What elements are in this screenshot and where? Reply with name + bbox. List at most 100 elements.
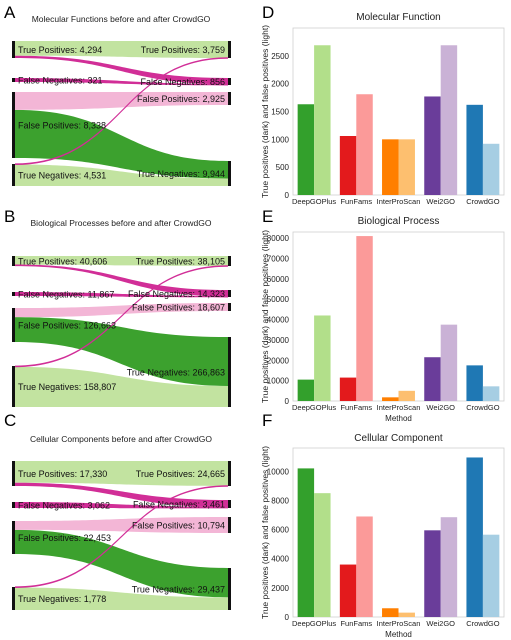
x-tick-label: DeepGOPlus bbox=[292, 403, 336, 412]
y-tick-label: 20000 bbox=[267, 356, 290, 365]
y-tick-label: 2500 bbox=[271, 52, 289, 61]
sankey-flow-fp bbox=[15, 303, 228, 318]
y-tick-label: 1000 bbox=[271, 135, 289, 144]
sankey-left-label: True Positives: 4,294 bbox=[18, 45, 102, 55]
x-tick-label: DeepGOPlus bbox=[292, 619, 336, 628]
sankey-left-node bbox=[12, 78, 15, 82]
bar bbox=[314, 493, 331, 617]
bar bbox=[382, 139, 399, 195]
sankey-flow-tn bbox=[15, 529, 228, 598]
sankey-right-node bbox=[228, 41, 231, 58]
sankey-right-node bbox=[228, 461, 231, 486]
sankey-left-node bbox=[12, 292, 15, 296]
bar bbox=[440, 324, 458, 401]
sankey-left-label: False Positives: 126,663 bbox=[18, 321, 116, 331]
sankey-flow-fn bbox=[15, 78, 228, 86]
bar bbox=[339, 564, 357, 617]
sankey-right-node bbox=[228, 568, 231, 610]
sankey-right-label: True Positives: 3,759 bbox=[141, 45, 225, 55]
bar bbox=[356, 236, 373, 401]
sankey-right-node bbox=[228, 161, 231, 186]
panel-letter-a: A bbox=[4, 3, 16, 22]
y-tick-label: 60000 bbox=[267, 275, 290, 284]
sankey-flow-fn bbox=[15, 292, 228, 298]
y-axis-label: True positives (dark) and false positive… bbox=[260, 446, 270, 619]
bar-panel-biological-process: Biological Process 0 10000 20000 30000 40000 5… bbox=[260, 216, 505, 423]
sankey-left-node bbox=[12, 587, 15, 610]
sankey-left-node bbox=[12, 366, 15, 407]
bar bbox=[314, 45, 331, 195]
x-tick-label: Wei2GO bbox=[426, 197, 455, 206]
sankey-right-label: False Negatives: 856 bbox=[140, 77, 225, 87]
sankey-title: Molecular Functions before and after Cro… bbox=[32, 14, 211, 24]
x-tick-label: InterProScan bbox=[377, 403, 421, 412]
sankey-left-label: True Negatives: 4,531 bbox=[18, 171, 106, 181]
bar bbox=[482, 386, 500, 401]
panel-letter-f: F bbox=[262, 411, 272, 430]
y-tick-label: 0 bbox=[285, 397, 290, 406]
bar bbox=[314, 315, 331, 401]
bar bbox=[297, 104, 315, 195]
y-tick-label: 2000 bbox=[271, 80, 289, 89]
sankey-flow-fn bbox=[15, 264, 228, 297]
bar-panel-molecular-function: Molecular Function 0 500 1000 1500 2000 2500 De… bbox=[260, 12, 505, 206]
y-tick-label: 50000 bbox=[267, 295, 290, 304]
panel-letters: A B C D E F bbox=[4, 3, 274, 430]
sankey-right-label: True Positives: 24,665 bbox=[136, 469, 225, 479]
sankey-left-label: False Negatives: 321 bbox=[18, 76, 103, 86]
x-tick-label: FunFams bbox=[340, 197, 372, 206]
y-tick-label: 40000 bbox=[267, 316, 290, 325]
panel-letter-b: B bbox=[4, 207, 15, 226]
x-axis-label: Method bbox=[385, 630, 412, 639]
chart-title: Biological Process bbox=[358, 216, 440, 227]
sankey-left-node bbox=[12, 461, 15, 486]
sankey-flow-fp bbox=[15, 92, 228, 110]
sankey-flows bbox=[15, 256, 228, 407]
sankey-right-label: False Negatives: 14,323 bbox=[128, 289, 225, 299]
sankey-panel-biological-processes: Biological Processes before and after Cr… bbox=[12, 218, 231, 407]
bar bbox=[440, 517, 458, 617]
bar bbox=[297, 379, 315, 401]
bar bbox=[482, 534, 500, 617]
y-tick-label: 0 bbox=[285, 613, 290, 622]
sankey-flow-fn bbox=[15, 482, 228, 508]
y-tick-label: 10000 bbox=[267, 467, 290, 476]
x-tick-label: FunFams bbox=[340, 619, 372, 628]
sankey-left-node bbox=[12, 92, 15, 158]
y-tick-label: 500 bbox=[276, 163, 290, 172]
sankey-flow-fn bbox=[15, 485, 228, 589]
sankey-right-label: False Positives: 10,794 bbox=[132, 521, 225, 531]
sankey-right-label: False Positives: 2,925 bbox=[137, 94, 225, 104]
bar bbox=[339, 377, 357, 401]
x-tick-label: Wei2GO bbox=[426, 619, 455, 628]
sankey-flow-fn bbox=[15, 502, 228, 509]
sankey-left-node bbox=[12, 164, 15, 186]
sankey-right-node bbox=[228, 78, 231, 85]
panel-letter-d: D bbox=[262, 3, 274, 22]
sankey-left-label: True Negatives: 1,778 bbox=[18, 594, 106, 604]
bar bbox=[398, 612, 415, 617]
bar bbox=[440, 45, 458, 195]
sankey-flow-tp bbox=[15, 461, 228, 486]
bar bbox=[466, 104, 483, 195]
sankey-panel-cellular-components: Cellular Components before and after Cro… bbox=[12, 434, 231, 610]
sankey-right-label: False Positives: 18,607 bbox=[132, 303, 225, 313]
sankey-left-node bbox=[12, 256, 15, 266]
sankey-left-node bbox=[12, 308, 15, 342]
sankey-right-label: True Negatives: 266,863 bbox=[127, 368, 225, 378]
sankey-right-label: False Negatives: 3,461 bbox=[133, 500, 225, 510]
panel-letter-c: C bbox=[4, 411, 16, 430]
x-tick-label: CrowdGO bbox=[466, 619, 500, 628]
y-tick-label: 1500 bbox=[271, 108, 289, 117]
x-tick-label: CrowdGO bbox=[466, 403, 500, 412]
sankey-left-node bbox=[12, 502, 15, 508]
sankey-right-node bbox=[228, 303, 231, 311]
panel-letter-e: E bbox=[262, 207, 273, 226]
sankey-left-label: True Negatives: 158,807 bbox=[18, 382, 116, 392]
sankey-flow-tp bbox=[15, 256, 228, 266]
bar bbox=[382, 397, 399, 401]
sankey-right-label: True Positives: 38,105 bbox=[136, 257, 225, 267]
sankey-flow-tp bbox=[15, 366, 228, 407]
bar bbox=[297, 468, 315, 617]
sankey-flows bbox=[15, 41, 228, 186]
